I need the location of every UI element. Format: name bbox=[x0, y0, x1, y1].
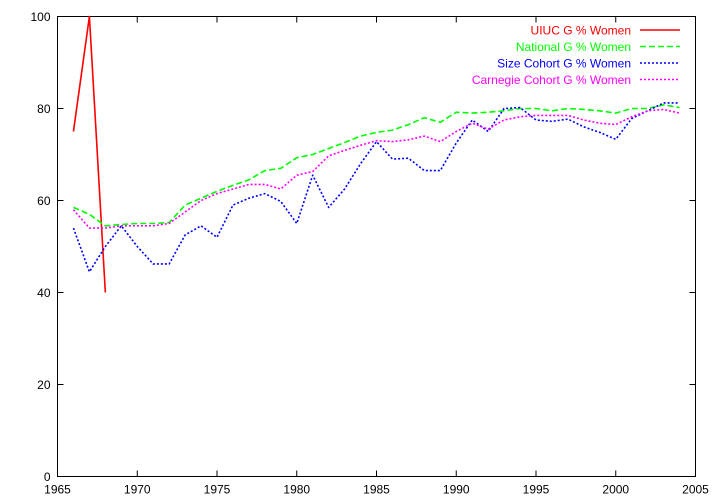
legend-label: Size Cohort G % Women bbox=[497, 57, 631, 71]
legend-label: UIUC G % Women bbox=[531, 24, 631, 38]
series-lines bbox=[72, 15, 680, 293]
axis-ticks: 1965 1970 1975 1980 1985 1990 1995 2000 2005 0 20 4… bbox=[30, 10, 709, 497]
legend-label: National G % Women bbox=[516, 40, 631, 54]
x-tick-label: 1985 bbox=[363, 483, 390, 497]
y-tick-label: 0 bbox=[44, 470, 51, 484]
y-tick-label: 100 bbox=[30, 10, 50, 24]
x-tick-label: 1965 bbox=[44, 483, 71, 497]
x-tick-label: 2005 bbox=[682, 483, 709, 497]
y-tick-label: 20 bbox=[37, 378, 51, 392]
y-tick-label: 60 bbox=[37, 194, 51, 208]
x-tick-label: 2000 bbox=[602, 483, 629, 497]
x-tick-label: 1970 bbox=[124, 483, 151, 497]
y-tick-label: 40 bbox=[37, 286, 51, 300]
series-line-0 bbox=[72, 15, 107, 293]
series-line-1 bbox=[73, 104, 680, 227]
x-tick-label: 1975 bbox=[204, 483, 231, 497]
legend-label: Carnegie Cohort G % Women bbox=[472, 73, 631, 87]
x-tick-label: 1995 bbox=[523, 483, 550, 497]
series-line-2 bbox=[72, 102, 680, 273]
y-tick-label: 80 bbox=[37, 102, 51, 116]
legend: UIUC G % Women National G % Women Size Coh… bbox=[472, 24, 680, 87]
series-line-3 bbox=[72, 108, 680, 229]
x-tick-label: 1990 bbox=[443, 483, 470, 497]
x-tick-label: 1980 bbox=[283, 483, 310, 497]
